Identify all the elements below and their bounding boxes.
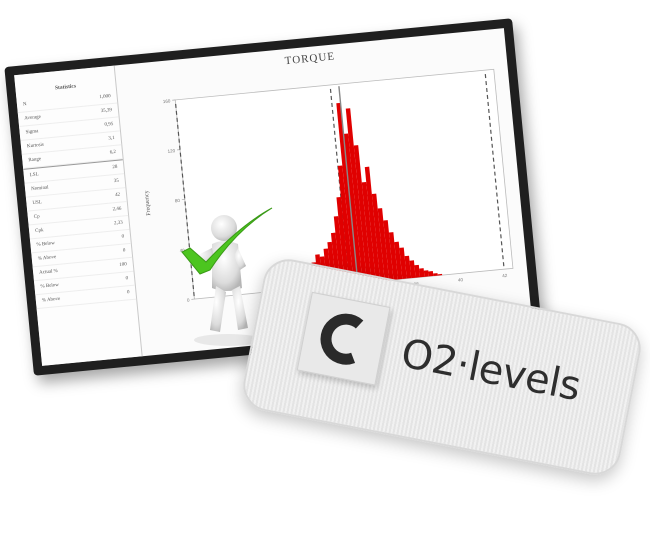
statistics-value: 28 [112,164,118,171]
statistics-label: Nominal [30,185,49,193]
statistics-value: 0,95 [104,121,114,128]
histogram-bar [423,270,429,277]
histogram-bar [337,165,354,285]
statistics-label: % Below [36,241,56,248]
brand-name: O2·levels [397,330,585,411]
statistics-value: 42 [114,192,121,199]
histogram-bar [394,241,403,280]
histogram-bar [404,255,412,279]
histogram-bar [414,264,421,278]
statistics-value: 0 [126,290,130,296]
histogram-bar [336,102,359,284]
y-tick-label: 160 [163,98,171,104]
statistics-label: % Above [37,255,57,262]
y-tick-label: 80 [175,198,181,204]
y-tick-label: 0 [187,297,190,302]
statistics-value: 35 [113,178,120,185]
y-tick-label: 40 [179,248,185,254]
statistics-label: Cp [33,214,40,221]
histogram-bar [361,181,376,282]
statistics-label: N [22,102,27,108]
histogram-bar [388,232,398,280]
statistics-label: % Above [41,296,61,304]
y-tick-label: 120 [167,148,175,154]
o2-levels-badge: O2·levels [238,254,646,480]
histogram-bar [343,133,363,284]
statistics-label: Cpk [34,228,44,234]
histogram-bar [399,247,407,279]
figure-with-checkmark-icon [181,207,273,346]
statistics-value: 2,46 [112,206,122,213]
statistics-label: % Below [40,282,60,290]
statistics-label: Actual % [38,268,59,276]
histogram-bar [377,208,390,281]
statistics-value: 2,33 [113,220,124,227]
histogram-bar [428,271,434,277]
statistics-value: 0 [121,234,125,240]
histogram-bar [433,273,438,276]
statistics-label: LSL [29,172,39,179]
statistics-label: Range [28,157,42,164]
histogram-bar [336,196,350,285]
y-axis-label: Frequency [144,190,152,216]
statistics-label: Kurtosis [26,142,45,150]
statistics-label: USL [32,200,43,207]
histogram-bar [333,216,345,285]
statistics-value: 6,2 [109,149,117,156]
statistics-value: 0 [125,276,129,282]
statistics-label: Average [24,114,42,122]
histogram-bar [383,220,394,281]
x-tick-label: 40 [458,277,464,283]
mean-line [338,86,359,284]
logo-mark-box [296,291,391,386]
statistics-value: 100 [119,262,128,269]
histogram-bar [437,273,443,276]
histogram-bar [409,260,416,279]
statistics-label: Sigma [25,129,39,136]
x-tick-label: 42 [502,273,508,279]
histogram-bar [419,268,425,278]
spec-line [175,103,196,300]
histogram-bar [353,145,372,283]
statistics-value: 35,39 [100,108,113,115]
histogram-bar [345,108,367,283]
c-logo-icon [320,313,364,365]
histogram-bar [371,193,385,282]
statistics-value: 1,000 [99,94,111,101]
statistics-value: 0 [122,248,126,254]
histogram-bar [364,166,381,282]
statistics-value: 3,1 [108,135,115,142]
